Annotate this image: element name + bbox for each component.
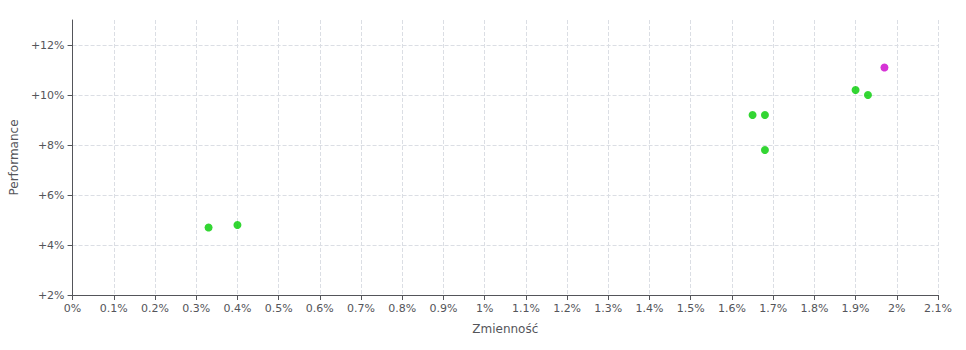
- svg-text:1.2%: 1.2%: [553, 302, 581, 315]
- svg-text:0.8%: 0.8%: [388, 302, 416, 315]
- svg-text:2%: 2%: [888, 302, 905, 315]
- svg-text:+4%: +4%: [38, 239, 65, 252]
- svg-text:+12%: +12%: [31, 39, 65, 52]
- svg-text:1.3%: 1.3%: [594, 302, 622, 315]
- svg-text:Performance: Performance: [7, 119, 21, 195]
- svg-text:Zmienność: Zmienność: [472, 322, 538, 336]
- svg-text:+6%: +6%: [38, 189, 65, 202]
- svg-text:+10%: +10%: [31, 89, 65, 102]
- svg-text:0.3%: 0.3%: [182, 302, 210, 315]
- svg-text:+2%: +2%: [38, 289, 65, 302]
- svg-text:0.6%: 0.6%: [306, 302, 334, 315]
- svg-text:1.7%: 1.7%: [759, 302, 787, 315]
- svg-text:1.1%: 1.1%: [512, 302, 540, 315]
- svg-text:0.2%: 0.2%: [141, 302, 169, 315]
- svg-text:0.1%: 0.1%: [100, 302, 128, 315]
- svg-text:0%: 0%: [64, 302, 81, 315]
- svg-text:1%: 1%: [476, 302, 493, 315]
- svg-text:0.9%: 0.9%: [429, 302, 457, 315]
- svg-text:2.1%: 2.1%: [924, 302, 952, 315]
- svg-text:0.5%: 0.5%: [265, 302, 293, 315]
- svg-text:1.5%: 1.5%: [677, 302, 705, 315]
- svg-text:1.8%: 1.8%: [800, 302, 828, 315]
- svg-text:+8%: +8%: [38, 139, 65, 152]
- svg-text:0.4%: 0.4%: [223, 302, 251, 315]
- svg-text:1.4%: 1.4%: [636, 302, 664, 315]
- svg-text:0.7%: 0.7%: [347, 302, 375, 315]
- svg-text:1.9%: 1.9%: [842, 302, 870, 315]
- svg-text:1.6%: 1.6%: [718, 302, 746, 315]
